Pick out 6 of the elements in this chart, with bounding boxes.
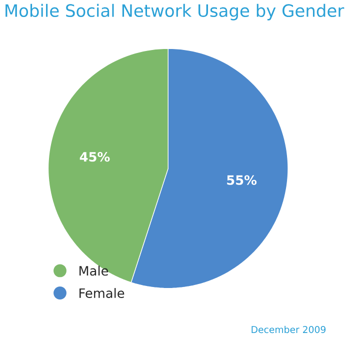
chart-title: Mobile Social Network Usage by Gender xyxy=(6,4,344,20)
legend-label: Female xyxy=(80,288,124,298)
text: December 2009 xyxy=(252,326,326,334)
data-label: 45% xyxy=(80,152,110,162)
data-label: 55% xyxy=(227,175,257,185)
legend-label: Male xyxy=(80,266,108,276)
